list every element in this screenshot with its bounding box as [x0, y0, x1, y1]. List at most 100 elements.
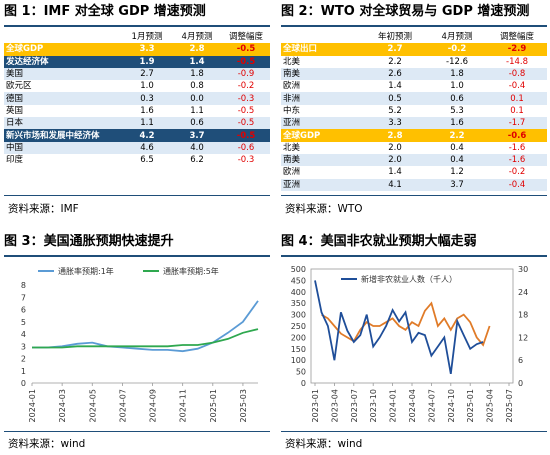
x-tick-label: 2023-07 [350, 389, 359, 422]
value-cell: 0.0 [172, 92, 222, 105]
row-label: 非洲 [281, 92, 363, 105]
panel-inflation-expectations: 图 3：美国通胀预期快速提升 0 1 2 3 4 5 6 7 8 2024-01 2024-03 20… [4, 234, 270, 452]
adjustment-cell: -0.4 [487, 178, 547, 191]
header-cell: 1月预测 [122, 31, 172, 44]
y-left-tick-label: 500 [291, 265, 306, 274]
value-cell: 1.0 [122, 80, 172, 93]
panel4-bottom-rule [281, 431, 547, 432]
row-label: 亚洲 [281, 117, 363, 130]
value-cell: 3.7 [427, 178, 487, 191]
imf-table: 1月预测 4月预测 调整幅度 全球GDP 3.3 2.8 -0.5 发达经济体 1.9 1.… [4, 31, 270, 167]
row-label: 美国 [4, 67, 122, 81]
x-tick-label: 2025-01 [466, 389, 475, 422]
value-cell: 2.7 [122, 67, 172, 81]
value-cell: 1.6 [122, 104, 172, 118]
x-tick-label: 2023-04 [330, 389, 339, 422]
x-tick-label: 2025-04 [486, 389, 495, 422]
panel3-top-rule [4, 255, 270, 257]
adjustment-cell: -0.6 [487, 129, 547, 142]
adjustment-cell: -0.5 [222, 43, 270, 56]
adjustment-cell: -0.2 [222, 80, 270, 93]
y-tick-label: 7 [21, 293, 26, 302]
value-cell: 0.6 [427, 92, 487, 105]
header-cell: 调整幅度 [222, 31, 270, 44]
value-cell: 2.6 [363, 67, 427, 81]
adjustment-cell: -1.7 [487, 117, 547, 130]
y-right-tick-label: 30 [518, 265, 528, 274]
row-label: 欧元区 [4, 80, 122, 93]
adjustment-cell: 0.1 [487, 92, 547, 105]
value-cell: 2.0 [363, 153, 427, 167]
x-tick-label: 2024-09 [149, 389, 158, 422]
table-row: 全球GDP 2.8 2.2 -0.6 [281, 129, 547, 142]
table-row: 北美 2.2 -12.6 -14.8 [281, 55, 547, 68]
adjustment-cell: -0.5 [222, 55, 270, 68]
y-tick-label: 3 [21, 342, 26, 351]
table-row: 发达经济体 1.9 1.4 -0.5 [4, 55, 270, 68]
panel-nonfarm-payrolls: 图 4：美国非农就业预期大幅走弱 0 50 100 150 200 250 300 350 40… [281, 234, 547, 452]
series-line [32, 300, 259, 353]
y-left-tick-label: 300 [291, 311, 306, 320]
panel4-title: 图 4：美国非农就业预期大幅走弱 [281, 234, 477, 249]
value-cell: 6.2 [172, 153, 222, 167]
value-cell: 1.4 [172, 55, 222, 68]
value-cell: 0.4 [427, 153, 487, 167]
value-cell: 1.8 [427, 67, 487, 81]
value-cell: -0.2 [427, 43, 487, 56]
legend-label: 新增非农就业人数（千人） [361, 274, 457, 284]
row-label: 日本 [4, 117, 122, 130]
series-line-left [314, 280, 484, 375]
table-header-row: 年初预测 4月预测 调整幅度 [281, 31, 547, 44]
row-label: 印度 [4, 153, 122, 167]
table-row: 南美 2.0 0.4 -1.6 [281, 153, 547, 167]
value-cell: 4.2 [122, 129, 172, 142]
value-cell: 2.7 [363, 43, 427, 56]
row-label: 中东 [281, 104, 363, 118]
panel1-source: 资料来源：IMF [8, 203, 79, 215]
inflation-chart: 0 1 2 3 4 5 6 7 8 2024-01 2024-03 2024-05 2024-07 202… [21, 266, 259, 422]
table-row: 非洲 0.5 0.6 0.1 [281, 92, 547, 105]
header-cell: 年初预测 [363, 31, 427, 44]
table-row: 美国 2.7 1.8 -0.9 [4, 67, 270, 81]
value-cell: 1.4 [363, 80, 427, 93]
panel3-source: 资料来源：wind [8, 438, 86, 450]
y-tick-label: 1 [21, 367, 26, 376]
panel4-top-rule [281, 255, 547, 257]
panel1-bottom-rule [4, 195, 270, 196]
value-cell: 1.0 [427, 80, 487, 93]
value-cell: 2.8 [172, 43, 222, 56]
series-line-right [321, 301, 491, 347]
table-row: 欧元区 1.0 0.8 -0.2 [4, 80, 270, 93]
adjustment-cell: 0.1 [487, 104, 547, 118]
wto-table: 年初预测 4月预测 调整幅度 全球出口 2.7 -0.2 -2.9 北美 2.2 -12.6… [281, 31, 547, 191]
value-cell: 1.1 [172, 104, 222, 118]
x-tick-label: 2024-07 [118, 389, 127, 422]
row-label: 中国 [4, 141, 122, 154]
value-cell: 3.7 [172, 129, 222, 142]
y-left-tick-label: 150 [291, 345, 306, 354]
row-label: 北美 [281, 141, 363, 154]
adjustment-cell: -0.2 [487, 166, 547, 179]
y-left-tick-label: 100 [291, 356, 306, 365]
y-right-tick-label: 6 [518, 356, 523, 365]
x-tick-label: 2024-01 [28, 389, 37, 422]
value-cell: 2.2 [427, 129, 487, 142]
table-row: 德国 0.3 0.0 -0.3 [4, 92, 270, 105]
value-cell: 0.3 [122, 92, 172, 105]
x-tick-label: 2023-01 [311, 389, 320, 422]
row-label: 亚洲 [281, 178, 363, 191]
header-cell [4, 31, 122, 44]
x-tick-label: 2024-04 [408, 389, 417, 422]
y-tick-label: 6 [21, 306, 26, 315]
table-row: 中东 5.2 5.3 0.1 [281, 104, 547, 118]
adjustment-cell: -0.5 [222, 117, 270, 130]
value-cell: 1.6 [427, 117, 487, 130]
row-label: 欧洲 [281, 80, 363, 93]
x-tick-label: 2024-07 [427, 389, 436, 422]
panel1-top-rule [4, 25, 270, 27]
x-tick-label: 2025-01 [209, 389, 218, 422]
value-cell: 3.3 [363, 117, 427, 130]
value-cell: 4.1 [363, 178, 427, 191]
adjustment-cell: -1.6 [487, 141, 547, 154]
panel2-bottom-rule [281, 195, 547, 196]
